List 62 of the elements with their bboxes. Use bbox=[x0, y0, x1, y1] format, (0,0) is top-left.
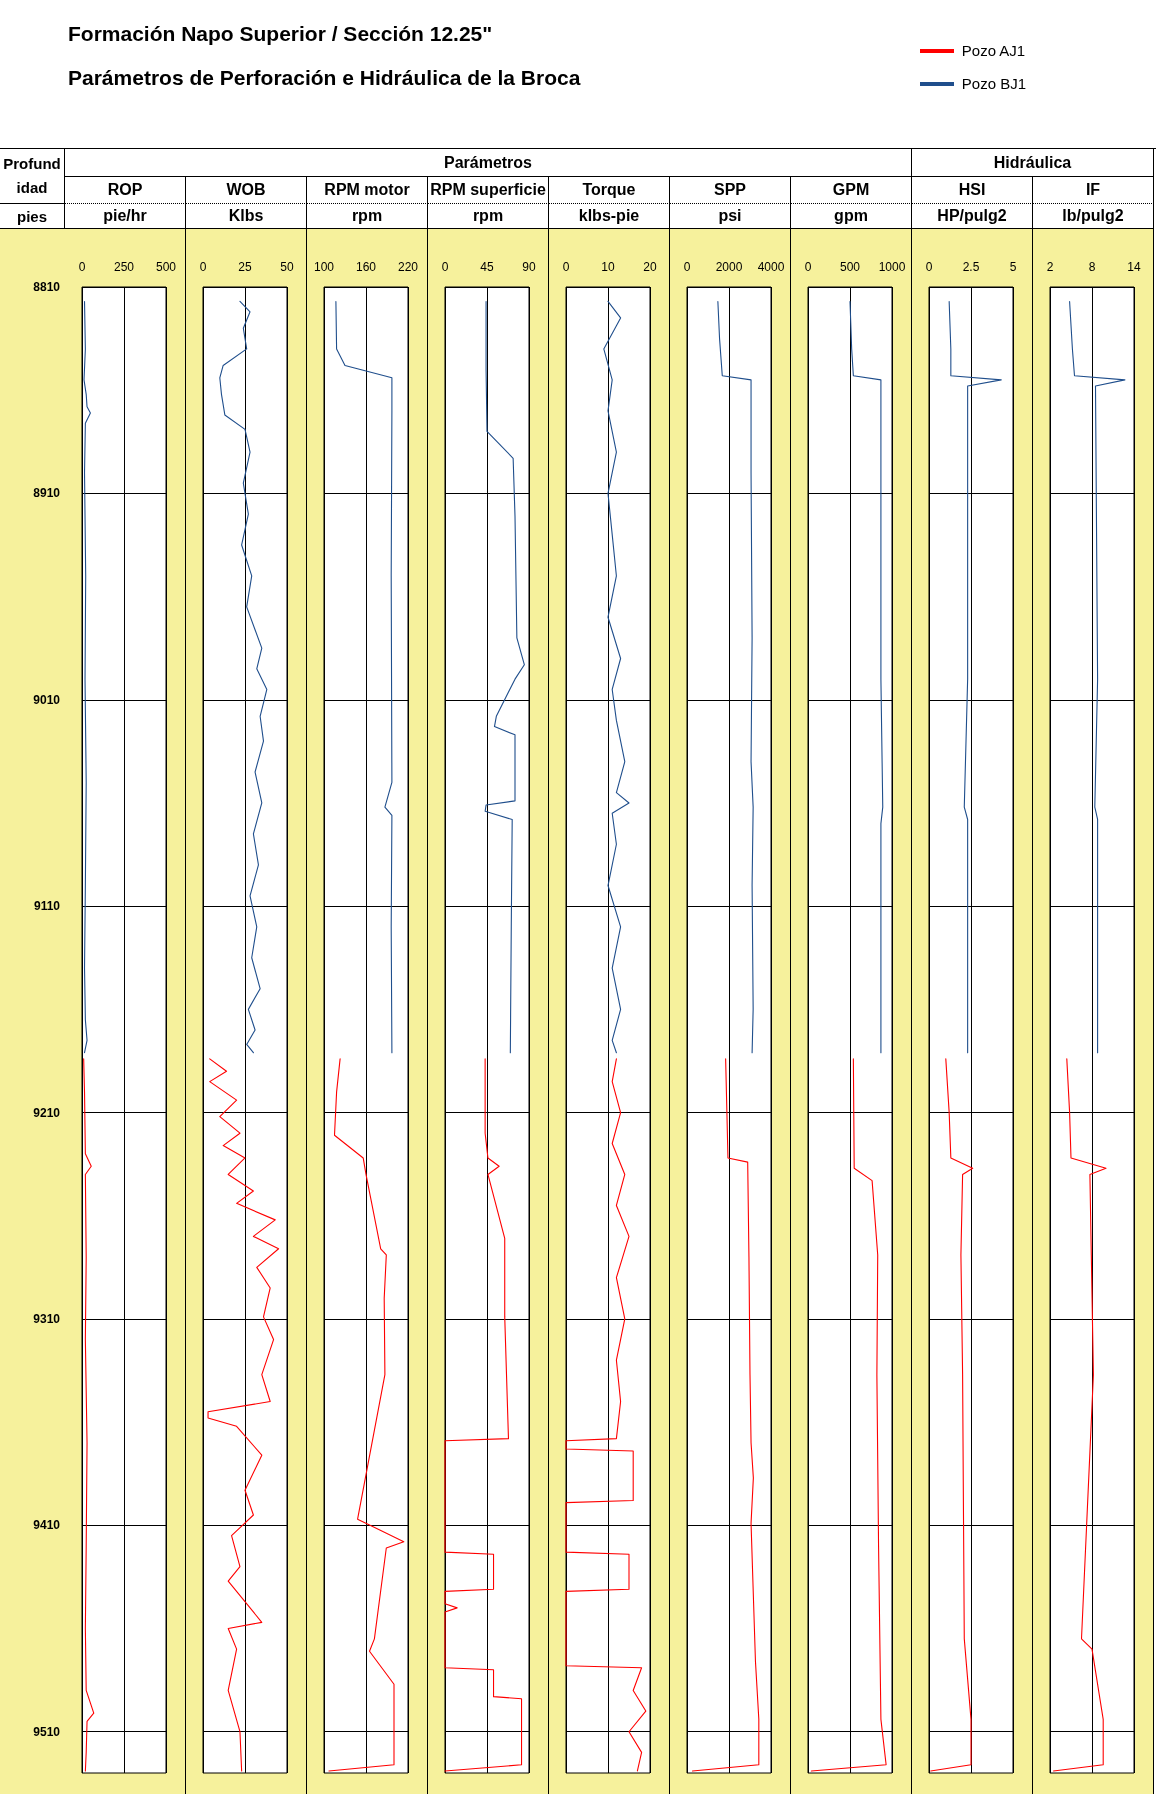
x-axis-title: gpm bbox=[791, 204, 912, 229]
x-tick-label: 500 bbox=[839, 260, 861, 274]
chart-title: HSI bbox=[912, 177, 1033, 204]
y-tick-label: 8810 bbox=[33, 280, 61, 294]
x-tick-label: 500 bbox=[155, 260, 177, 274]
x-tick-label: 20 bbox=[643, 260, 657, 274]
chart-title: ROP bbox=[65, 177, 186, 204]
x-axis-title: pie/hr bbox=[65, 204, 186, 229]
y-tick-label: 9210 bbox=[33, 1105, 61, 1120]
x-tick-label: 10 bbox=[601, 260, 615, 274]
chart-title: IF bbox=[1033, 177, 1154, 204]
x-tick-label: 0 bbox=[199, 260, 207, 274]
x-tick-label: 250 bbox=[113, 260, 135, 274]
legend-label: Pozo BJ1 bbox=[961, 75, 1026, 92]
x-tick-label: 220 bbox=[397, 260, 419, 274]
y-tick-label: 8910 bbox=[33, 486, 61, 501]
x-tick-label: 2.5 bbox=[962, 260, 980, 274]
chart-title: RPM motor bbox=[307, 177, 428, 204]
x-tick-label: 14 bbox=[1127, 260, 1141, 274]
chart-title: SPP bbox=[670, 177, 791, 204]
x-tick-label: 5 bbox=[1009, 260, 1017, 274]
y-tick-label: 9310 bbox=[33, 1311, 61, 1326]
x-tick-label: 0 bbox=[441, 260, 449, 274]
y-tick-label: 9010 bbox=[33, 692, 61, 707]
chart-title: RPM superficie bbox=[428, 177, 549, 204]
text: Parámetros de Perforación e Hidráulica de la Broca bbox=[68, 66, 582, 91]
chart-title: GPM bbox=[791, 177, 912, 204]
x-tick-label: 2000 bbox=[715, 260, 743, 274]
y-tick-label: 9510 bbox=[33, 1724, 61, 1739]
text: Formación Napo Superior / Sección 12.25" bbox=[68, 22, 494, 47]
x-tick-label: 90 bbox=[522, 260, 536, 274]
line-series bbox=[83, 300, 91, 1054]
x-tick-label: 0 bbox=[804, 260, 812, 274]
x-axis-title: rpm bbox=[428, 204, 549, 229]
x-tick-label: 25 bbox=[238, 260, 252, 274]
x-axis-title: rpm bbox=[307, 204, 428, 229]
x-axis-title: psi bbox=[670, 204, 791, 229]
x-tick-label: 50 bbox=[280, 260, 294, 274]
text: Parámetros bbox=[65, 149, 912, 177]
x-tick-label: 8 bbox=[1088, 260, 1096, 274]
x-tick-label: 4000 bbox=[757, 260, 785, 274]
x-tick-label: 1000 bbox=[878, 260, 906, 274]
y-tick-label: 9110 bbox=[33, 899, 61, 914]
x-axis-title: lb/pulg2 bbox=[1033, 204, 1154, 229]
x-axis-title: klbs-pie bbox=[549, 204, 670, 229]
legend-label: Pozo AJ1 bbox=[961, 42, 1026, 59]
x-tick-label: 0 bbox=[562, 260, 570, 274]
x-tick-label: 0 bbox=[683, 260, 691, 274]
text: Hidráulica bbox=[912, 149, 1154, 177]
x-axis-title: Klbs bbox=[186, 204, 307, 229]
x-tick-label: 160 bbox=[355, 260, 377, 274]
chart-title: Torque bbox=[549, 177, 670, 204]
x-tick-label: 0 bbox=[925, 260, 933, 274]
chart-title: WOB bbox=[186, 177, 307, 204]
x-tick-label: 100 bbox=[313, 260, 335, 274]
x-tick-label: 2 bbox=[1046, 260, 1054, 274]
x-axis-title: HP/pulg2 bbox=[912, 204, 1033, 229]
line-series bbox=[83, 1058, 95, 1772]
text: pies bbox=[0, 204, 65, 229]
x-tick-label: 0 bbox=[78, 260, 86, 274]
y-tick-label: 9410 bbox=[33, 1518, 61, 1533]
x-tick-label: 45 bbox=[480, 260, 494, 274]
